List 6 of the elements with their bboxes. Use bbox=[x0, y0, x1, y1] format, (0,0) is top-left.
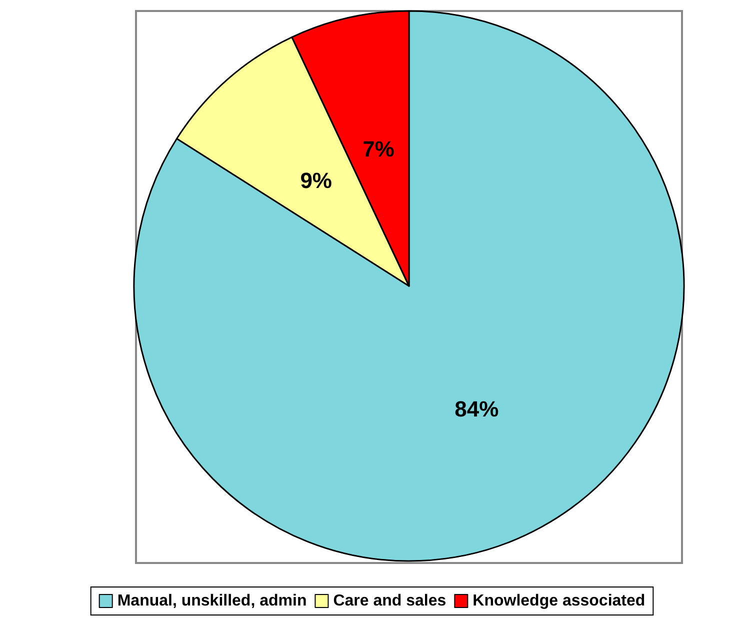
data-label: 9% bbox=[300, 168, 332, 194]
legend-label: Knowledge associated bbox=[472, 592, 646, 610]
data-label: 7% bbox=[362, 136, 394, 162]
legend-label: Care and sales bbox=[333, 592, 446, 610]
data-label: 84% bbox=[454, 396, 499, 422]
legend-label: Manual, unskilled, admin bbox=[117, 592, 307, 610]
